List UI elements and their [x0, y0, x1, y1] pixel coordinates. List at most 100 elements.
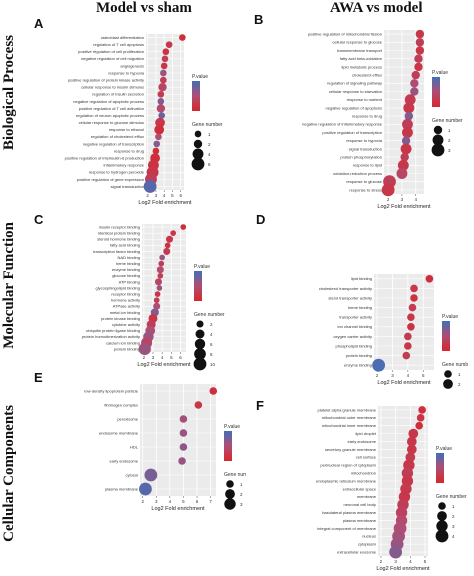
x-tick-label: 2	[141, 499, 144, 504]
y-tick-label: positive regulation of T cell activation	[79, 106, 144, 111]
data-point	[158, 112, 166, 119]
data-point	[408, 428, 419, 439]
y-tick-label: osteoblast differentiation	[101, 35, 144, 40]
y-tick-label: cell surface	[356, 455, 377, 460]
y-tick-label: ubiquitin protein ligase binding	[86, 328, 140, 333]
y-tick-label: positive regulation of interleukin-6 pro…	[65, 155, 144, 160]
y-tick-label: lipid metabolic process	[342, 64, 382, 69]
size-legend-label: 8	[210, 352, 213, 357]
size-legend-dot	[193, 139, 203, 149]
y-tick-label: inflammatory response	[104, 163, 145, 168]
data-point	[165, 41, 173, 48]
size-legend-label: 2	[448, 138, 451, 143]
y-tick-label: fatty acid binding	[110, 243, 140, 248]
y-tick-label: protein binding	[114, 346, 140, 351]
size-legend-label: 2	[208, 142, 211, 147]
y-tick-label: cellular response to starvation	[329, 89, 382, 94]
data-point	[180, 224, 187, 230]
data-point	[408, 303, 417, 312]
y-tick-label: response to hypoxia	[108, 70, 145, 75]
size-legend-dot	[225, 489, 235, 499]
color-legend-title: P.value	[194, 264, 210, 270]
size-legend-label: 3	[240, 502, 243, 507]
chart-svg: insulin receptor binding identical protei…	[82, 224, 225, 371]
data-point	[179, 429, 188, 437]
y-tick-label: positive regulation of gene expression	[77, 177, 144, 182]
y-tick-label: enzyme binding	[344, 363, 372, 368]
color-legend-title: P.value	[192, 74, 208, 80]
data-point	[159, 254, 166, 261]
data-point	[415, 46, 425, 55]
row-title-cellular-components: Cellular Components	[1, 405, 17, 542]
x-tick-label: 5	[171, 193, 174, 198]
y-tick-label: negative regulation of inflammatory resp…	[302, 122, 383, 127]
y-tick-label: protein binding	[346, 353, 372, 358]
data-point	[414, 62, 423, 72]
color-legend-title: P.value	[436, 446, 452, 452]
y-tick-label: NAD binding	[118, 255, 140, 260]
y-tick-label: cholesterol transporter activity	[319, 286, 372, 291]
y-tick-label: negative regulation of apoptotic process	[73, 99, 144, 104]
size-legend-dot	[226, 480, 234, 488]
y-tick-label: ATPase activity	[113, 304, 140, 309]
y-tick-label: negative regulation of apoptosis	[326, 105, 382, 110]
size-legend-title: Gene number	[432, 118, 463, 124]
data-point	[404, 332, 412, 341]
data-point	[157, 272, 164, 279]
y-tick-label: cellular response to glucose stimulus	[79, 120, 144, 125]
y-tick-label: heme binding	[116, 261, 140, 266]
size-legend-label: 3	[452, 524, 455, 529]
y-tick-label: cellular response to insulin stimulus	[81, 85, 144, 90]
x-tick-label: 4	[414, 197, 417, 202]
x-tick-label: 4	[409, 559, 412, 564]
data-point	[400, 152, 409, 162]
row-title-biological-process: Biological Process	[1, 35, 17, 151]
data-point	[154, 291, 161, 297]
y-tick-label: hormone activity	[111, 298, 140, 303]
x-axis-label: Log2 Fold enrichment	[151, 506, 205, 512]
y-tick-label: transmembrane transport	[337, 48, 383, 53]
color-legend-title: P.value	[442, 314, 458, 320]
x-tick-label: 2	[143, 355, 146, 360]
x-tick-label: 5	[422, 373, 425, 378]
data-point	[407, 323, 415, 331]
data-point	[144, 468, 158, 482]
color-legend-bar	[432, 77, 440, 107]
size-legend-dot	[191, 157, 205, 171]
y-tick-label: oxidation-reduction process	[333, 171, 382, 176]
chart-svg: low-density lipoprotein particle fibrinog…	[84, 384, 246, 512]
data-point	[406, 444, 417, 455]
x-tick-label: 4	[163, 193, 166, 198]
y-tick-label: oxygen carrier activity	[333, 334, 372, 339]
y-tick-label: signal transduction	[111, 184, 144, 189]
y-tick-label: protein homodimerization activity	[82, 334, 140, 339]
y-tick-label: endoplasmic reticulum membrane	[316, 478, 377, 483]
y-tick-label: cellular response to glucose	[332, 40, 382, 45]
chart-svg: osteoblast differentiation regulation of …	[65, 34, 223, 206]
y-tick-label: cytoplasm	[358, 542, 377, 547]
data-point	[179, 415, 188, 423]
chart-svg: platelet alpha granule membrane mitochond…	[316, 406, 467, 572]
size-legend-dot	[436, 520, 448, 532]
panel-letter-b: B	[254, 12, 264, 27]
x-tick-label: 2	[376, 373, 379, 378]
row-title-molecular-function: Molecular Function	[1, 222, 17, 349]
data-point	[138, 342, 151, 356]
y-tick-label: cholesterol efflux	[352, 73, 382, 78]
y-tick-label: positive regulation of cell proliferatio…	[78, 49, 144, 54]
y-tick-label: peroxisome	[117, 416, 138, 421]
y-tick-label: enzyme binding	[112, 267, 140, 272]
x-tick-label: 3	[152, 355, 155, 360]
x-tick-label: 2	[146, 193, 149, 198]
y-tick-label: protein kinase binding	[101, 316, 140, 321]
data-point	[372, 358, 386, 372]
size-legend-label: 2	[210, 322, 213, 327]
chart-panel-d: lipid binding cholesterol transporter act…	[268, 270, 468, 390]
y-tick-label: cytosol	[126, 472, 139, 477]
data-point	[415, 38, 425, 47]
data-point	[179, 34, 186, 41]
data-point	[410, 79, 419, 88]
data-point	[154, 278, 163, 286]
size-legend-label: 3	[448, 148, 451, 153]
y-tick-label: sterol transporter activity	[328, 295, 372, 300]
